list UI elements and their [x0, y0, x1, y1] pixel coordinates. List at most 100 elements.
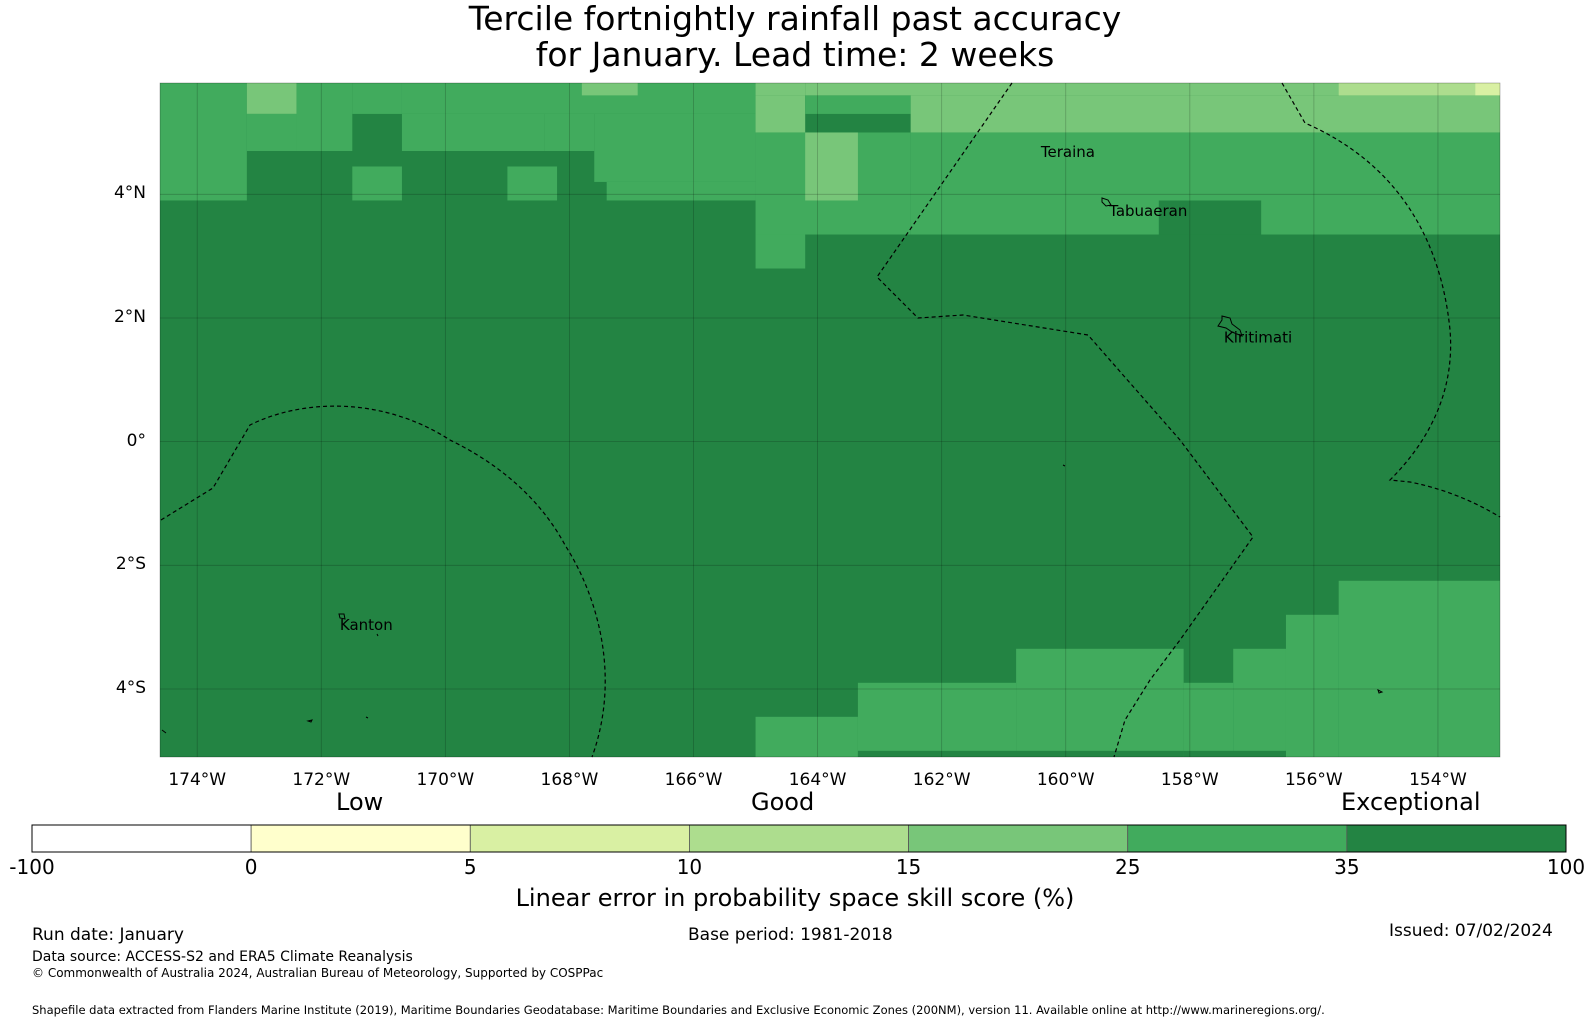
kanton-island-shape: [338, 613, 346, 620]
skill-cell: [1475, 83, 1500, 96]
skill-cell: [1183, 682, 1234, 757]
skill-cell: [805, 95, 911, 114]
map-title-line-2: for January. Lead time: 2 weeks: [535, 35, 1055, 74]
colorbar-outline: [31, 824, 1567, 853]
latitude-tick-label: 2°S: [115, 554, 146, 575]
colorbar-tick-label: -100: [9, 855, 55, 879]
copyright-notice: © Commonwealth of Australia 2024, Austra…: [32, 966, 604, 980]
place-labels: Teraina Tabuaeran Kiritimati Kanton: [340, 143, 1292, 634]
skill-cell: [1158, 200, 1262, 235]
shapefile-credit: Shapefile data extracted from Flanders M…: [32, 1003, 1325, 1017]
skill-cell: [1338, 83, 1476, 96]
kiritimati-island-shape: [1217, 315, 1243, 337]
longitude-tick-label: 162°W: [912, 770, 971, 790]
colorbar-label-low: Low: [336, 788, 384, 816]
skill-cell: [507, 166, 558, 201]
skill-cell: [401, 83, 756, 114]
skill-cell: [857, 682, 1017, 757]
colorbar-segment: [689, 824, 909, 853]
base-period: Base period: 1981-2018: [688, 925, 893, 945]
skill-cell: [594, 113, 756, 182]
skill-cell: [160, 83, 247, 201]
run-date: Run date: January: [32, 925, 184, 945]
islands: [161, 197, 1384, 734]
skill-cell: [544, 113, 595, 152]
colorbar-segment: [1346, 824, 1567, 853]
skill-cell: [401, 113, 545, 152]
skill-cell: [910, 95, 1500, 133]
longitude-tick-label: 154°W: [1409, 770, 1467, 790]
skill-cell: [606, 181, 756, 201]
islet-shape-5: [161, 729, 167, 734]
skill-cell: [1183, 750, 1286, 757]
skill-cell: [755, 83, 806, 96]
latitude-tick-label: 0°: [126, 430, 146, 451]
map-frame: [159, 82, 1501, 758]
skill-cell: [1338, 580, 1500, 757]
colorbar-tick-label: 100: [1546, 855, 1586, 879]
islet-shape-3: [376, 633, 379, 637]
colorbar-tick-label: 10: [676, 855, 703, 879]
latitude-tick-label: 4°S: [115, 677, 146, 698]
colorbar-tick-label: 35: [1334, 855, 1360, 879]
place-label: Teraina: [1040, 143, 1095, 161]
skill-cell: [352, 166, 402, 201]
colorbar-label-exceptional: Exceptional: [1341, 788, 1481, 816]
place-label: Kiritimati: [1224, 329, 1292, 347]
skill-cell: [1016, 648, 1184, 757]
colorbar-label-good: Good: [751, 788, 815, 816]
tabuaeran-island-shape: [1101, 197, 1112, 207]
colorbar-segment: [250, 824, 471, 853]
skill-cell: [296, 83, 353, 152]
longitude-tick-label: 166°W: [664, 770, 723, 790]
skill-cell: [857, 750, 1184, 757]
longitude-tick-label: 158°W: [1160, 770, 1219, 790]
colorbar-tick-label: 15: [895, 855, 922, 879]
place-label: Tabuaeran: [1108, 202, 1187, 220]
skill-cell: [755, 234, 806, 269]
eez-boundary-line-2: [1281, 82, 1501, 518]
skill-cell: [246, 113, 297, 152]
skill-cell: [1285, 614, 1339, 757]
graticule: [160, 83, 1500, 757]
colorbar-segment: [31, 824, 252, 853]
longitude-tick-label: 170°W: [416, 770, 475, 790]
colorbar-tick-label: 25: [1114, 855, 1141, 879]
skill-cell: [755, 95, 806, 133]
colorbar-segment: [908, 824, 1129, 853]
issued-date: Issued: 07/02/2024: [1389, 921, 1553, 941]
skill-cell: [1233, 648, 1286, 757]
longitude-tick-label: 168°W: [540, 770, 599, 790]
data-source: Data source: ACCESS-S2 and ERA5 Climate …: [32, 949, 413, 965]
longitude-tick-label: 172°W: [292, 770, 351, 790]
islet-shape-1: [306, 719, 313, 723]
longitude-tick-label: 160°W: [1036, 770, 1095, 790]
colorbar-segment: [1127, 824, 1348, 853]
skill-cell: [805, 132, 858, 201]
islet-shape-2: [365, 716, 369, 719]
longitude-tick-label: 174°W: [168, 770, 227, 790]
colorbar-title: Linear error in probability space skill …: [515, 884, 1075, 912]
islet-shape-4: [1377, 689, 1384, 694]
skill-cell: [246, 83, 297, 114]
latitude-tick-label: 2°N: [113, 306, 146, 327]
eez-boundaries: [160, 82, 1501, 758]
skill-cell: [755, 716, 858, 757]
latitude-tick-label: 4°N: [113, 183, 146, 204]
colorbar-tick-label: 5: [463, 855, 477, 879]
map-title-line-1: Tercile fortnightly rainfall past accura…: [468, 0, 1122, 38]
colorbar-segment: [469, 824, 690, 853]
longitude-tick-label: 164°W: [788, 770, 847, 790]
skill-cells: [160, 83, 1500, 757]
skill-cell: [581, 83, 638, 96]
place-label: Kanton: [340, 616, 393, 634]
skill-cell: [805, 83, 1500, 96]
eez-boundary-line-3: [160, 405, 606, 758]
longitude-tick-label: 156°W: [1284, 770, 1343, 790]
islet-shape-6: [1062, 464, 1066, 467]
skill-cell: [352, 83, 402, 114]
eez-boundary-line-1: [876, 82, 1254, 758]
colorbar-tick-label: 0: [244, 855, 258, 879]
colorbar: [31, 824, 1567, 853]
